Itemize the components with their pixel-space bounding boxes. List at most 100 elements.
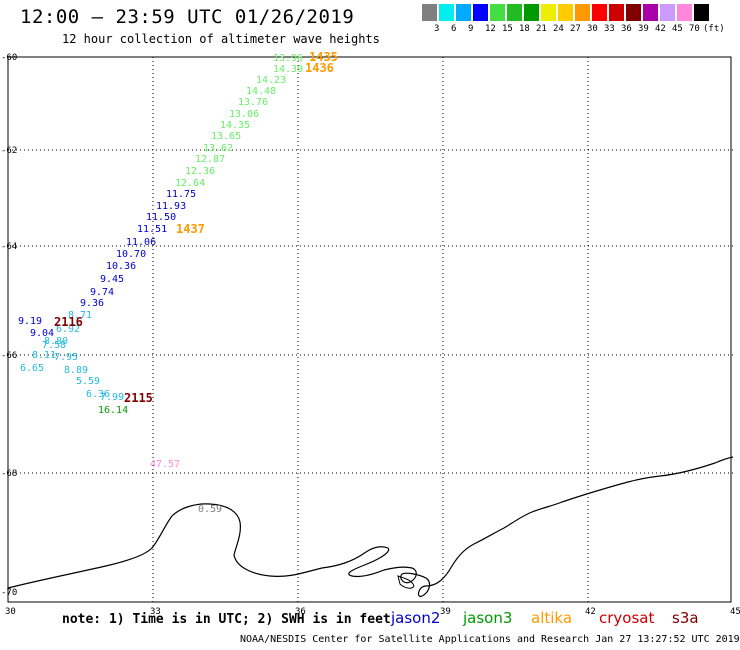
swh-value-label: 12.87: [195, 154, 225, 165]
pass-time-label: 2116: [54, 315, 83, 329]
colorbar-tick-label: 15: [502, 24, 513, 34]
colorbar-tick-label: 21: [536, 24, 547, 34]
credit-line: NOAA/NESDIS Center for Satellite Applica…: [240, 634, 740, 645]
colorbar-swatch: [456, 4, 472, 21]
colorbar-tick-label: 42: [655, 24, 666, 34]
swh-value-label: 8.71: [68, 310, 92, 321]
swh-value-label: 9.04: [30, 328, 54, 339]
swh-value-label: 11.93: [156, 201, 186, 212]
swh-value-label: 12.64: [175, 178, 205, 189]
colorbar-swatch: [592, 4, 608, 21]
colorbar-tick-label: 24: [553, 24, 564, 34]
swh-value-label: 6.92: [56, 324, 80, 335]
pass-time-label: 1437: [176, 222, 205, 236]
colorbar-swatch: [507, 4, 523, 21]
colorbar-swatch: [473, 4, 489, 21]
satellite-name-s3a: s3a: [672, 609, 699, 627]
swh-value-label: 14.35: [220, 120, 250, 131]
swh-value-label: 11.51: [137, 224, 167, 235]
colorbar-tick-label: 9: [468, 24, 474, 34]
latitude-tick-label: -66: [1, 351, 17, 361]
latitude-tick-label: -70: [1, 588, 17, 598]
coast-inlet: [397, 575, 415, 589]
colorbar-tick-label: 30: [587, 24, 598, 34]
satellite-name-cryosat: cryosat: [599, 609, 655, 627]
axis-labels: 30 33 36 39 42 45 -60 -62 -64 -66 -68 -70: [1, 53, 740, 617]
swh-value-label: 14.48: [246, 86, 276, 97]
colorbar-tick-label: 45: [672, 24, 683, 34]
colorbar-swatch: [439, 4, 455, 21]
swh-value-label: 47.57: [150, 459, 180, 470]
swh-value-label: 9.19: [18, 316, 42, 327]
colorbar-tick-label: 12: [485, 24, 496, 34]
swh-value-label: 6.36: [86, 389, 110, 400]
swh-value-label: 0.59: [198, 504, 222, 515]
footnote: note: 1) Time is in UTC; 2) SWH is in fe…: [62, 612, 391, 627]
latitude-tick-label: -68: [1, 469, 17, 479]
colorbar-tick-label: 3: [434, 24, 440, 34]
colorbar-swatch: [422, 4, 438, 21]
colorbar-swatch: [524, 4, 540, 21]
satellite-name-altika: altika: [531, 609, 573, 627]
colorbar-swatch: [694, 4, 710, 21]
swh-value-label: 5.59: [76, 376, 100, 387]
longitude-tick-label: 36: [295, 607, 306, 617]
longitude-tick-label: 42: [585, 607, 596, 617]
colorbar-swatch: [660, 4, 676, 21]
latitude-tick-label: -60: [1, 53, 17, 63]
colorbar-tick-label: 27: [570, 24, 581, 34]
swh-value-label: 7.58: [42, 340, 66, 351]
swh-value-label: 10.70: [116, 249, 146, 260]
satellite-name-jason2: jason2: [391, 609, 441, 627]
swh-value-label: 13.06: [229, 109, 259, 120]
chart-subtitle: 12 hour collection of altimeter wave hei…: [62, 32, 380, 46]
chart-title: 12:00 – 23:59 UTC 01/26/2019: [20, 6, 355, 28]
colorbar-unit: (ft): [703, 24, 725, 34]
swh-value-label: 12.36: [185, 166, 215, 177]
swh-value-label: 9.45: [100, 274, 124, 285]
satellite-name-jason3: jason3: [463, 609, 513, 627]
pass-time-label: 1436: [305, 61, 334, 75]
swh-value-label: 14.39: [273, 64, 303, 75]
swh-value-label: 9.36: [80, 298, 104, 309]
longitude-tick-label: 45: [730, 607, 740, 617]
colorbar-tick-label: 70: [689, 24, 700, 34]
swh-value-label: 7.99: [100, 392, 124, 403]
colorbar-tick-label: 36: [621, 24, 632, 34]
swh-value-label: 11.50: [146, 212, 176, 223]
colorbar-swatch: [490, 4, 506, 21]
map-frame: [7, 56, 732, 603]
colorbar-swatch: [643, 4, 659, 21]
latitude-tick-label: -64: [1, 242, 17, 252]
longitude-tick-label: 33: [150, 607, 161, 617]
colorbar-tick-label: 33: [604, 24, 615, 34]
pass-time-label: 2115: [124, 391, 153, 405]
swh-value-label: 9.74: [90, 287, 114, 298]
colorbar-swatch: [677, 4, 693, 21]
colorbar-tick-label: 39: [638, 24, 649, 34]
swh-value-label: 8.80: [44, 336, 68, 347]
swh-value-label: 8.89: [64, 365, 88, 376]
colorbar-tick-label: 6: [451, 24, 457, 34]
swh-value-label: 14.23: [256, 75, 286, 86]
latitude-tick-label: -62: [1, 146, 17, 156]
colorbar-swatch: [626, 4, 642, 21]
colorbar-swatch: [575, 4, 591, 21]
swh-value-label: 13.76: [238, 97, 268, 108]
swh-value-label: 13.65: [211, 131, 241, 142]
graticule: [8, 57, 733, 602]
swh-value-label: 6.65: [20, 363, 44, 374]
longitude-tick-label: 30: [5, 607, 16, 617]
colorbar-swatch: [609, 4, 625, 21]
swh-value-label: 8.11: [32, 350, 56, 361]
colorbar-swatch: [541, 4, 557, 21]
swh-value-label: 13.96: [273, 53, 303, 64]
swh-value-label: 11.06: [126, 237, 156, 248]
coastline: [7, 456, 734, 598]
swh-value-label: 7.95: [54, 352, 78, 363]
colorbar-swatch: [558, 4, 574, 21]
pass-time-label: 1435: [309, 50, 338, 64]
swh-value-label: 10.36: [106, 261, 136, 272]
swh-value-label: 11.75: [166, 189, 196, 200]
